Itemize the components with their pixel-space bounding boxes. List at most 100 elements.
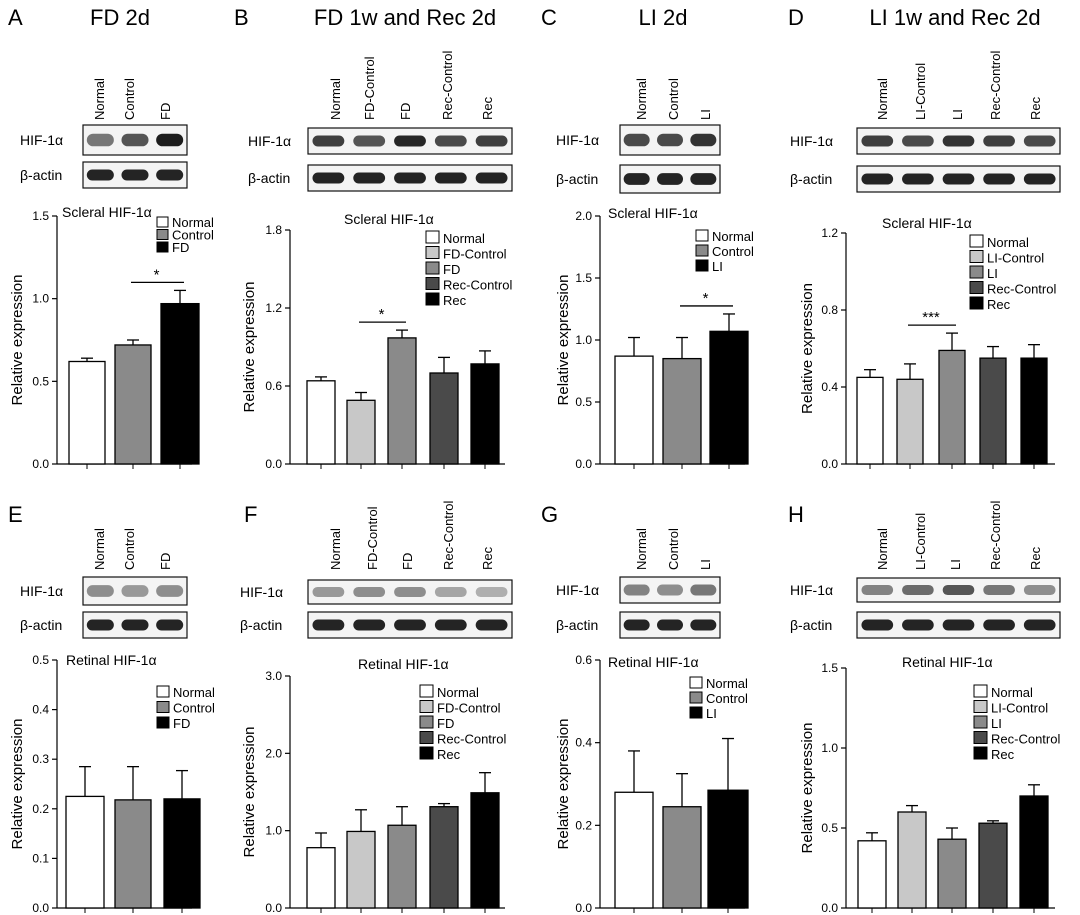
blot-band xyxy=(690,584,717,596)
significance-label: * xyxy=(379,306,385,323)
legend-label: Rec-Control xyxy=(991,732,1060,747)
legend-label: Control xyxy=(173,701,215,716)
actin-label: β-actin xyxy=(790,171,832,187)
bar-li-control xyxy=(897,811,927,909)
bar-control xyxy=(662,357,702,465)
legend-swatch xyxy=(689,691,703,704)
y-tick-label: 0.6 xyxy=(265,379,282,393)
legend-swatch xyxy=(156,216,169,228)
y-axis-label: Relative expression xyxy=(799,283,816,414)
bar-rec-control xyxy=(429,372,459,465)
blot-band xyxy=(121,619,149,631)
blot-band xyxy=(942,135,975,147)
bar-fd-control xyxy=(346,399,376,465)
blot-label: HIF-1α xyxy=(20,132,63,148)
y-tick-label: 0.0 xyxy=(821,901,838,915)
blot-band xyxy=(657,584,683,596)
blot-band xyxy=(394,135,426,147)
blot-band xyxy=(121,169,149,181)
lane-label: Normal xyxy=(92,528,107,570)
lane-label: Normal xyxy=(634,528,649,570)
legend-label: Control xyxy=(706,691,748,706)
bar-rec xyxy=(1019,795,1049,909)
blot-band xyxy=(434,135,467,147)
blot-label: HIF-1α xyxy=(790,133,833,149)
blot-band xyxy=(983,619,1015,631)
panel-letter: G xyxy=(541,502,558,527)
lane-label: LI xyxy=(698,559,713,570)
lane-label: FD xyxy=(158,553,173,570)
blot-label: HIF-1α xyxy=(556,132,599,148)
legend-label: Rec xyxy=(991,747,1015,762)
y-tick-label: 0.0 xyxy=(32,901,49,915)
bar-fd xyxy=(163,798,201,909)
blot-band xyxy=(86,133,114,147)
legend-swatch xyxy=(425,261,440,275)
blot-band xyxy=(902,619,934,631)
bar-normal xyxy=(614,355,654,465)
y-tick-label: 0.2 xyxy=(32,802,49,816)
bar-normal xyxy=(65,795,105,909)
blot-band xyxy=(156,169,184,181)
lane-label: Normal xyxy=(634,78,649,120)
chart-title: Retinal HIF-1α xyxy=(358,656,449,672)
blot-band xyxy=(942,173,975,185)
blot-band xyxy=(861,584,894,596)
y-tick-label: 0.5 xyxy=(821,821,838,835)
panel-letter: C xyxy=(541,5,557,30)
bar-rec xyxy=(1020,357,1048,465)
y-tick-label: 1.2 xyxy=(821,226,838,240)
y-tick-label: 0.2 xyxy=(575,818,592,832)
significance-label: * xyxy=(703,290,709,307)
legend-label: FD-Control xyxy=(437,701,501,716)
y-tick-label: 0.0 xyxy=(821,457,838,471)
blot-band xyxy=(121,133,149,147)
blot-band xyxy=(1023,173,1056,185)
chart-title: Scleral HIF-1α xyxy=(608,205,698,221)
legend-label: LI-Control xyxy=(987,251,1044,266)
actin-label: β-actin xyxy=(556,171,598,187)
legend-label: Control xyxy=(712,244,754,259)
lane-label: Normal xyxy=(92,78,107,120)
bar-li xyxy=(938,349,966,465)
y-tick-label: 0.0 xyxy=(575,457,592,471)
legend-swatch xyxy=(969,281,984,294)
y-axis-label: Relative expression xyxy=(241,282,258,413)
panel-letter: H xyxy=(788,502,804,527)
blot-band xyxy=(434,619,467,631)
panel-title: LI 1w and Rec 2d xyxy=(869,5,1040,30)
legend-label: Rec xyxy=(443,293,467,308)
lane-label: FD-Control xyxy=(362,56,377,120)
legend-label: Normal xyxy=(706,676,748,691)
blot-band xyxy=(1023,135,1056,147)
legend-label: FD xyxy=(437,716,454,731)
blot-band xyxy=(657,173,683,185)
legend-swatch xyxy=(425,292,440,306)
blot-band xyxy=(861,619,894,631)
legend-swatch xyxy=(425,230,440,244)
legend-label: LI xyxy=(712,259,723,274)
legend-label: Normal xyxy=(172,215,214,230)
blot-band xyxy=(1023,619,1056,631)
blot-band xyxy=(353,135,386,147)
legend-swatch xyxy=(419,684,434,698)
chart-title: Retinal HIF-1α xyxy=(66,652,157,668)
bar-fd xyxy=(387,824,417,909)
y-tick-label: 1.5 xyxy=(32,209,49,223)
blot-band xyxy=(942,584,975,596)
legend-label: LI xyxy=(706,706,717,721)
blot-band xyxy=(983,135,1015,147)
lane-label: Rec-Control xyxy=(441,501,456,570)
legend-swatch xyxy=(425,277,440,290)
blot-band xyxy=(475,172,508,184)
bar-fd-control xyxy=(346,830,376,909)
legend-swatch xyxy=(425,246,440,259)
y-tick-label: 3.0 xyxy=(265,669,282,683)
blot-band xyxy=(394,619,426,631)
y-tick-label: 0.1 xyxy=(32,851,49,865)
y-axis-label: Relative expression xyxy=(9,275,26,406)
lane-label: Normal xyxy=(328,78,343,120)
bar-rec-control xyxy=(978,822,1008,909)
lane-label: Normal xyxy=(875,528,890,570)
